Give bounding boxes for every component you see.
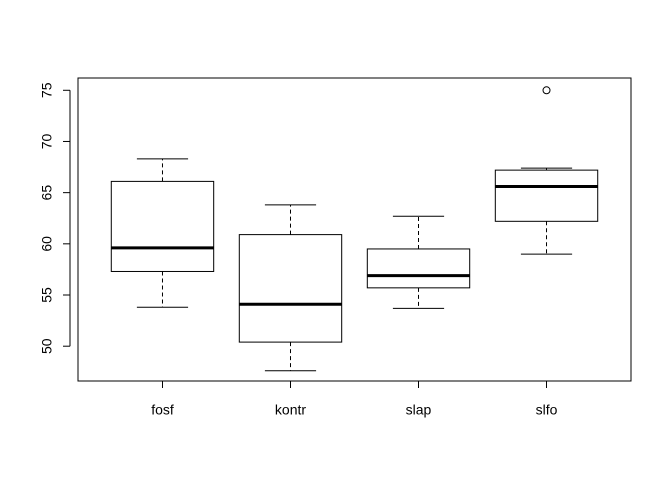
x-tick-label: slap	[406, 402, 432, 418]
box	[366, 248, 471, 289]
plot-frame	[77, 77, 632, 382]
y-tick-label: 70	[39, 133, 55, 149]
outlier	[542, 86, 551, 95]
y-tick-label: 60	[39, 236, 55, 252]
box	[238, 234, 343, 343]
y-tick-label: 75	[39, 82, 55, 98]
box	[494, 169, 599, 222]
y-tick-label: 55	[39, 287, 55, 303]
y-tick-label: 65	[39, 185, 55, 201]
x-tick-label: kontr	[275, 402, 306, 418]
y-tick-label: 50	[39, 338, 55, 354]
x-tick-label: slfo	[536, 402, 558, 418]
box	[110, 180, 215, 272]
x-tick-label: fosf	[151, 402, 174, 418]
